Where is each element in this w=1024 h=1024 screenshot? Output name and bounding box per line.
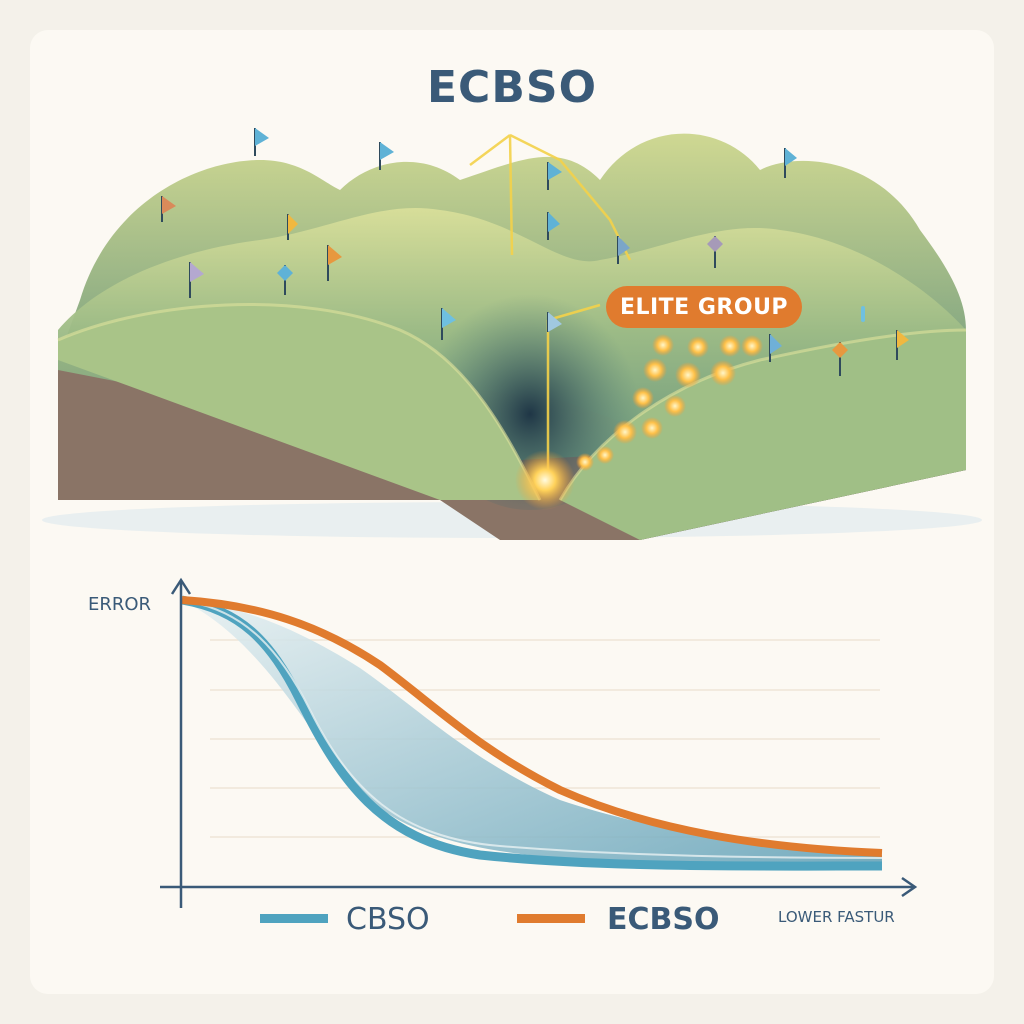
legend-label-cbso: CBSO <box>346 902 430 937</box>
elite-group-callout: ELITE GROUP <box>606 286 802 328</box>
ecbso-curve <box>181 596 883 857</box>
page-title: ECBSO <box>427 62 597 113</box>
x-axis-label: LOWER FASTUR <box>778 908 895 926</box>
particle-flags <box>161 128 909 376</box>
cbso-curve <box>181 595 883 871</box>
elite-group-particles <box>515 334 763 510</box>
y-axis-label: ERROR <box>88 594 152 615</box>
legend-swatch-cbso <box>260 914 328 923</box>
legend-label-ecbso: ECBSO <box>607 902 720 937</box>
legend-swatch-ecbso <box>517 914 585 923</box>
